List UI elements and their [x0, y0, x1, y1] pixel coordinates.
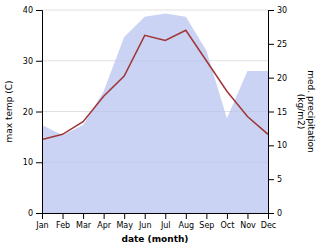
tick-mark — [145, 213, 146, 219]
tick-mark — [268, 44, 274, 45]
chart-svg: JanFebMarAprMayJunJulAugSepOctNovDec0102… — [0, 0, 318, 247]
tick-label: 10 — [277, 141, 287, 150]
tick-label: 25 — [277, 40, 287, 49]
tick-mark — [268, 78, 274, 79]
tick: 0 — [28, 209, 42, 218]
tick: Jun — [138, 213, 152, 230]
tick: 5 — [268, 175, 282, 184]
tick-label: May — [116, 221, 133, 230]
axis-line — [269, 11, 275, 214]
chart-container: JanFebMarAprMayJunJulAugSepOctNovDec0102… — [0, 0, 318, 247]
tick: 40 — [23, 6, 42, 15]
tick: 15 — [268, 108, 287, 117]
tick: 20 — [268, 74, 287, 83]
line — [42, 30, 268, 139]
tick: Dec — [261, 213, 276, 230]
tick-label: Jan — [35, 221, 48, 230]
tick-label: 40 — [23, 6, 33, 15]
tick-mark — [268, 145, 274, 146]
tick: Nov — [240, 213, 256, 230]
y-axis-title: max temp (C) — [4, 80, 14, 142]
y-axis: 0 10 20 30 40 — [23, 6, 43, 218]
tick-mark — [165, 213, 166, 219]
tick-label: Jul — [160, 221, 171, 230]
x-axis: Jan Feb Mar Apr May Jun Jul Aug Sep Oct Nov Dec — [35, 213, 276, 230]
tick-label: Jun — [138, 221, 152, 230]
tick: 20 — [23, 108, 42, 117]
tick-mark — [36, 10, 42, 11]
tick-mark — [63, 213, 64, 219]
tick-label: Oct — [220, 221, 234, 230]
marks — [42, 13, 268, 213]
tick-label: Mar — [76, 221, 92, 230]
tick-label: 0 — [277, 209, 282, 218]
tick-mark — [83, 213, 84, 219]
tick: Jul — [160, 213, 171, 230]
tick-mark — [268, 213, 274, 214]
tick-mark — [186, 213, 187, 219]
tick: 10 — [23, 158, 42, 167]
tick-label: Sep — [199, 221, 214, 230]
area — [42, 13, 268, 213]
tick: 30 — [23, 57, 42, 66]
axis-line — [43, 214, 269, 220]
grid — [42, 10, 268, 213]
y2-axis-title-line: (kg/m2) — [296, 94, 306, 129]
tick: Feb — [56, 213, 70, 230]
tick: 0 — [268, 209, 282, 218]
tick: 25 — [268, 40, 287, 49]
tick-label: 15 — [277, 108, 287, 117]
tick-label: Feb — [56, 221, 70, 230]
axis-line — [36, 11, 43, 214]
tick-mark — [268, 179, 274, 180]
tick-mark — [247, 213, 248, 219]
tick: Mar — [76, 213, 92, 230]
tick: May — [116, 213, 133, 230]
tick: Jan — [35, 213, 48, 230]
y2-axis-title-line: med. precipitation — [306, 70, 316, 152]
tick-label: 5 — [277, 175, 282, 184]
tick-mark — [104, 213, 105, 219]
tick-label: 20 — [23, 108, 33, 117]
tick: Oct — [220, 213, 234, 230]
tick: Sep — [199, 213, 214, 230]
tick-mark — [36, 213, 42, 214]
y2-axis: 0 5 10 15 20 25 30 — [268, 6, 287, 218]
tick: 30 — [268, 6, 287, 15]
x-axis-title: date (month) — [122, 234, 189, 244]
tick-label: Aug — [179, 221, 195, 230]
tick-mark — [36, 162, 42, 163]
tick-label: Nov — [240, 221, 256, 230]
tick-mark — [124, 213, 125, 219]
y2-axis-title: med. precipitation(kg/m2) — [296, 70, 316, 152]
tick-mark — [36, 112, 42, 113]
tick-label: 30 — [277, 6, 287, 15]
plot: JanFebMarAprMayJunJulAugSepOctNovDec0102… — [4, 6, 316, 244]
tick-label: 30 — [23, 57, 33, 66]
tick: 10 — [268, 141, 287, 150]
tick: Aug — [179, 213, 195, 230]
tick-label: 0 — [28, 209, 33, 218]
tick-label: 20 — [277, 74, 287, 83]
tick-mark — [36, 61, 42, 62]
tick-mark — [268, 112, 274, 113]
tick-label: Apr — [97, 221, 112, 230]
tick-mark — [206, 213, 207, 219]
tick-label: Dec — [261, 221, 276, 230]
tick-mark — [227, 213, 228, 219]
grid-line — [42, 10, 268, 11]
tick-mark — [268, 10, 274, 11]
tick: Apr — [97, 213, 112, 230]
tick-label: 10 — [23, 158, 33, 167]
